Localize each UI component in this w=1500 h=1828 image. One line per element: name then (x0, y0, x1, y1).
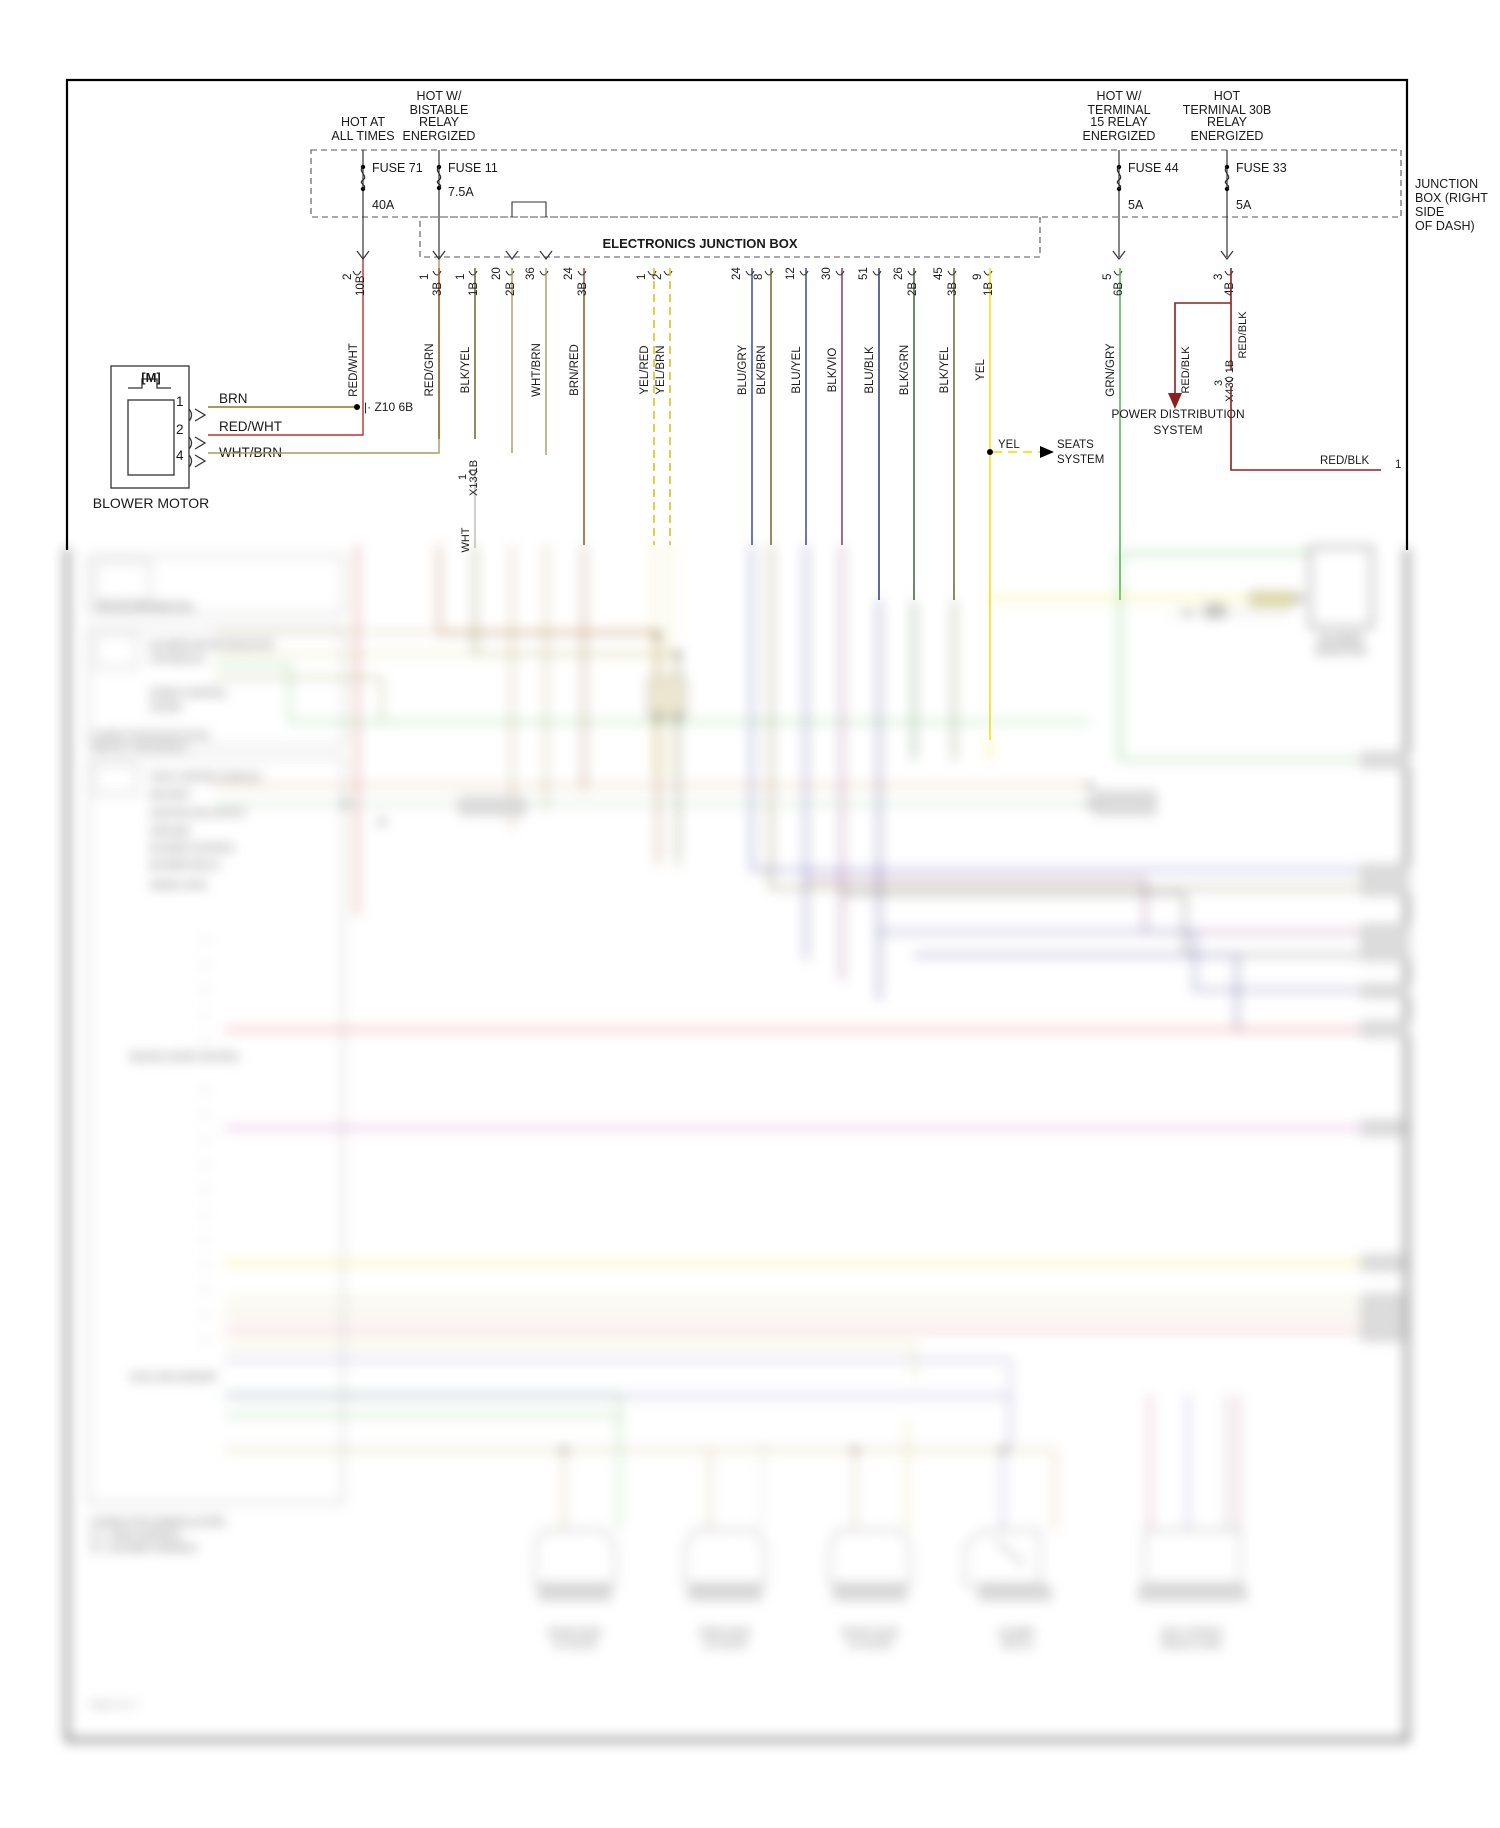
svg-text:SPEED CONTROL: SPEED CONTROL (150, 688, 227, 698)
svg-text:SPLICE INFORMATION: SPLICE INFORMATION (96, 602, 193, 612)
svg-text:Page 6 of 12: Page 6 of 12 (90, 1700, 136, 1709)
svg-text:RECIRC DOOR CONTROL: RECIRC DOOR CONTROL (130, 1052, 241, 1062)
svg-text:BATTERY: BATTERY (150, 790, 191, 800)
svg-text:HVAC CONTROL: HVAC CONTROL (1161, 1628, 1225, 1637)
svg-text:CONNECTOR NOMENCLATURE: CONNECTOR NOMENCLATURE (90, 1517, 225, 1527)
svg-text:GROUND: GROUND (150, 826, 190, 836)
svg-text:BLOWER: BLOWER (1319, 634, 1362, 645)
svg-text:ACTUATOR: ACTUATOR (848, 1640, 891, 1649)
svg-text:RESISTOR: RESISTOR (1316, 646, 1367, 657)
svg-text:MODE DOOR: MODE DOOR (700, 1628, 750, 1637)
svg-text:BLOWER RELAY: BLOWER RELAY (150, 860, 220, 870)
svg-text:SWITCH: SWITCH (1001, 1640, 1033, 1649)
svg-text:BLEND DOOR: BLEND DOOR (549, 1628, 602, 1637)
svg-text:BLOWER: BLOWER (1000, 1628, 1035, 1637)
svg-text:BLOWER CONTROL: BLOWER CONTROL (150, 843, 236, 853)
svg-text:C1 = MAIN HARNESS: C1 = MAIN HARNESS (90, 1530, 180, 1540)
svg-text:HVAC CONTROL MODULE: HVAC CONTROL MODULE (150, 772, 262, 782)
svg-text:SEE FIG. 1 FOR DETAILS: SEE FIG. 1 FOR DETAILS (92, 743, 187, 752)
svg-text:C2 = BLOWER HARNESS: C2 = BLOWER HARNESS (90, 1543, 197, 1553)
svg-text:RECIRC DOOR: RECIRC DOOR (842, 1628, 899, 1637)
svg-text:SUN LOAD SENSOR: SUN LOAD SENSOR (130, 1372, 217, 1382)
svg-text:SIGNAL: SIGNAL (150, 702, 183, 712)
svg-text:OR MODULE: OR MODULE (150, 654, 205, 664)
svg-text:ACTUATOR: ACTUATOR (553, 1640, 596, 1649)
svg-text:CONNECTOR/GROUND DETAIL: CONNECTOR/GROUND DETAIL (92, 731, 211, 740)
svg-text:IGNITION SW OUTPUT: IGNITION SW OUTPUT (150, 808, 247, 818)
svg-text:MODULE CONN.: MODULE CONN. (1161, 1640, 1223, 1649)
svg-text:ACTUATOR: ACTUATOR (703, 1640, 746, 1649)
svg-text:SERIAL DATA: SERIAL DATA (150, 880, 207, 890)
svg-text:BLOWER MOTOR RESISTOR: BLOWER MOTOR RESISTOR (150, 640, 274, 650)
